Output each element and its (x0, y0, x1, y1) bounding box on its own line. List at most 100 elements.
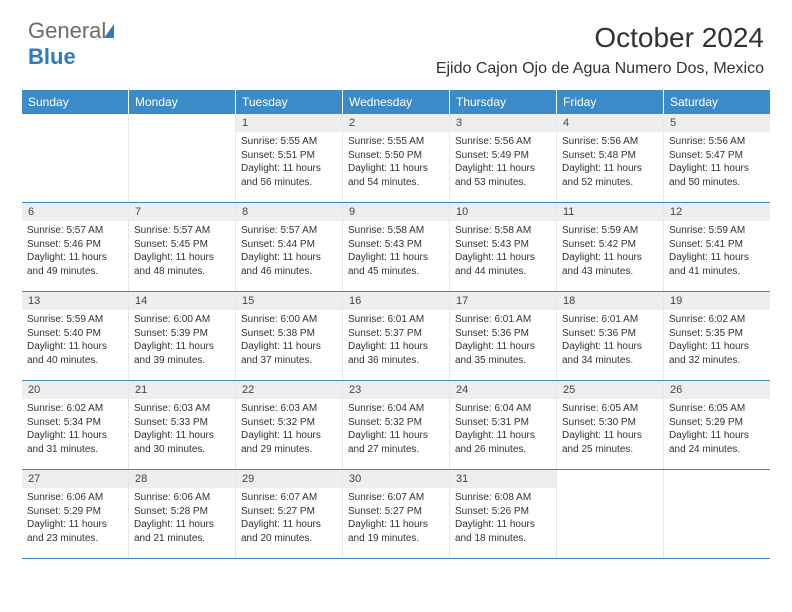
brand-logo: General Blue (28, 18, 114, 70)
day-content: Sunrise: 6:05 AMSunset: 5:29 PMDaylight:… (664, 399, 770, 461)
day-content: Sunrise: 6:05 AMSunset: 5:30 PMDaylight:… (557, 399, 663, 461)
daylight-line2: and 46 minutes. (241, 265, 337, 279)
day-number: 14 (129, 292, 235, 310)
day-number: 18 (557, 292, 663, 310)
calendar-day-cell: 19Sunrise: 6:02 AMSunset: 5:35 PMDayligh… (664, 292, 770, 380)
daylight-line1: Daylight: 11 hours (455, 340, 551, 354)
daylight-line1: Daylight: 11 hours (669, 340, 765, 354)
day-content: Sunrise: 5:58 AMSunset: 5:43 PMDaylight:… (450, 221, 556, 283)
daylight-line1: Daylight: 11 hours (562, 251, 658, 265)
day-number: 8 (236, 203, 342, 221)
day-number: 9 (343, 203, 449, 221)
day-content: Sunrise: 5:58 AMSunset: 5:43 PMDaylight:… (343, 221, 449, 283)
day-content: Sunrise: 6:00 AMSunset: 5:38 PMDaylight:… (236, 310, 342, 372)
sunrise-line: Sunrise: 5:58 AM (348, 224, 444, 238)
daylight-line1: Daylight: 11 hours (348, 518, 444, 532)
daylight-line1: Daylight: 11 hours (348, 251, 444, 265)
calendar-day-cell: 20Sunrise: 6:02 AMSunset: 5:34 PMDayligh… (22, 381, 129, 469)
sunrise-line: Sunrise: 6:05 AM (562, 402, 658, 416)
sunrise-line: Sunrise: 6:04 AM (455, 402, 551, 416)
day-content: Sunrise: 6:03 AMSunset: 5:32 PMDaylight:… (236, 399, 342, 461)
day-content: Sunrise: 5:59 AMSunset: 5:41 PMDaylight:… (664, 221, 770, 283)
daylight-line1: Daylight: 11 hours (455, 429, 551, 443)
day-number: 23 (343, 381, 449, 399)
calendar-day-cell: 9Sunrise: 5:58 AMSunset: 5:43 PMDaylight… (343, 203, 450, 291)
calendar-day-cell: 13Sunrise: 5:59 AMSunset: 5:40 PMDayligh… (22, 292, 129, 380)
sunset-line: Sunset: 5:30 PM (562, 416, 658, 430)
sunrise-line: Sunrise: 5:57 AM (241, 224, 337, 238)
sunrise-line: Sunrise: 6:01 AM (348, 313, 444, 327)
day-number: 19 (664, 292, 770, 310)
day-content: Sunrise: 5:55 AMSunset: 5:51 PMDaylight:… (236, 132, 342, 194)
sunset-line: Sunset: 5:38 PM (241, 327, 337, 341)
daylight-line2: and 31 minutes. (27, 443, 123, 457)
sunset-line: Sunset: 5:27 PM (241, 505, 337, 519)
sunset-line: Sunset: 5:36 PM (562, 327, 658, 341)
calendar-day-cell: 10Sunrise: 5:58 AMSunset: 5:43 PMDayligh… (450, 203, 557, 291)
sunrise-line: Sunrise: 5:55 AM (348, 135, 444, 149)
calendar-day-cell: 27Sunrise: 6:06 AMSunset: 5:29 PMDayligh… (22, 470, 129, 558)
day-number: 17 (450, 292, 556, 310)
calendar-day-cell (557, 470, 664, 558)
daylight-line1: Daylight: 11 hours (134, 251, 230, 265)
day-content: Sunrise: 6:01 AMSunset: 5:36 PMDaylight:… (450, 310, 556, 372)
sunrise-line: Sunrise: 6:04 AM (348, 402, 444, 416)
sunrise-line: Sunrise: 6:02 AM (27, 402, 123, 416)
weekday-header: Monday (129, 90, 236, 114)
daylight-line2: and 48 minutes. (134, 265, 230, 279)
sunrise-line: Sunrise: 6:06 AM (27, 491, 123, 505)
day-content: Sunrise: 6:07 AMSunset: 5:27 PMDaylight:… (236, 488, 342, 550)
calendar-day-cell: 23Sunrise: 6:04 AMSunset: 5:32 PMDayligh… (343, 381, 450, 469)
day-number: 2 (343, 114, 449, 132)
calendar-week-row: 27Sunrise: 6:06 AMSunset: 5:29 PMDayligh… (22, 470, 770, 559)
daylight-line2: and 25 minutes. (562, 443, 658, 457)
day-content: Sunrise: 6:07 AMSunset: 5:27 PMDaylight:… (343, 488, 449, 550)
daylight-line1: Daylight: 11 hours (27, 518, 123, 532)
calendar-day-cell: 14Sunrise: 6:00 AMSunset: 5:39 PMDayligh… (129, 292, 236, 380)
daylight-line1: Daylight: 11 hours (27, 340, 123, 354)
sunset-line: Sunset: 5:44 PM (241, 238, 337, 252)
daylight-line2: and 21 minutes. (134, 532, 230, 546)
daylight-line1: Daylight: 11 hours (241, 251, 337, 265)
calendar-week-row: 1Sunrise: 5:55 AMSunset: 5:51 PMDaylight… (22, 114, 770, 203)
location-label: Ejido Cajon Ojo de Agua Numero Dos, Mexi… (436, 60, 764, 78)
daylight-line2: and 24 minutes. (669, 443, 765, 457)
calendar-grid: SundayMondayTuesdayWednesdayThursdayFrid… (22, 90, 770, 559)
sunrise-line: Sunrise: 5:59 AM (27, 313, 123, 327)
day-number: 27 (22, 470, 128, 488)
calendar-day-cell: 21Sunrise: 6:03 AMSunset: 5:33 PMDayligh… (129, 381, 236, 469)
day-content: Sunrise: 6:00 AMSunset: 5:39 PMDaylight:… (129, 310, 235, 372)
daylight-line1: Daylight: 11 hours (241, 340, 337, 354)
calendar-day-cell: 12Sunrise: 5:59 AMSunset: 5:41 PMDayligh… (664, 203, 770, 291)
calendar-day-cell: 24Sunrise: 6:04 AMSunset: 5:31 PMDayligh… (450, 381, 557, 469)
calendar-day-cell: 31Sunrise: 6:08 AMSunset: 5:26 PMDayligh… (450, 470, 557, 558)
sunrise-line: Sunrise: 6:01 AM (455, 313, 551, 327)
daylight-line2: and 49 minutes. (27, 265, 123, 279)
calendar-day-cell: 2Sunrise: 5:55 AMSunset: 5:50 PMDaylight… (343, 114, 450, 202)
day-content: Sunrise: 5:57 AMSunset: 5:45 PMDaylight:… (129, 221, 235, 283)
daylight-line2: and 56 minutes. (241, 176, 337, 190)
sunset-line: Sunset: 5:49 PM (455, 149, 551, 163)
sunrise-line: Sunrise: 5:55 AM (241, 135, 337, 149)
day-number: 25 (557, 381, 663, 399)
calendar-week-row: 20Sunrise: 6:02 AMSunset: 5:34 PMDayligh… (22, 381, 770, 470)
daylight-line1: Daylight: 11 hours (455, 162, 551, 176)
sunrise-line: Sunrise: 5:57 AM (27, 224, 123, 238)
sunrise-line: Sunrise: 5:56 AM (669, 135, 765, 149)
page-title: October 2024 (594, 22, 764, 54)
day-content: Sunrise: 6:01 AMSunset: 5:37 PMDaylight:… (343, 310, 449, 372)
brand-triangle-icon (104, 24, 114, 38)
calendar-day-cell: 3Sunrise: 5:56 AMSunset: 5:49 PMDaylight… (450, 114, 557, 202)
calendar-day-cell: 29Sunrise: 6:07 AMSunset: 5:27 PMDayligh… (236, 470, 343, 558)
calendar-day-cell: 6Sunrise: 5:57 AMSunset: 5:46 PMDaylight… (22, 203, 129, 291)
day-number: 20 (22, 381, 128, 399)
day-number: 29 (236, 470, 342, 488)
calendar-day-cell: 30Sunrise: 6:07 AMSunset: 5:27 PMDayligh… (343, 470, 450, 558)
daylight-line1: Daylight: 11 hours (241, 162, 337, 176)
daylight-line1: Daylight: 11 hours (669, 251, 765, 265)
daylight-line2: and 34 minutes. (562, 354, 658, 368)
sunrise-line: Sunrise: 6:00 AM (134, 313, 230, 327)
sunset-line: Sunset: 5:43 PM (348, 238, 444, 252)
daylight-line1: Daylight: 11 hours (348, 429, 444, 443)
day-content: Sunrise: 6:06 AMSunset: 5:29 PMDaylight:… (22, 488, 128, 550)
